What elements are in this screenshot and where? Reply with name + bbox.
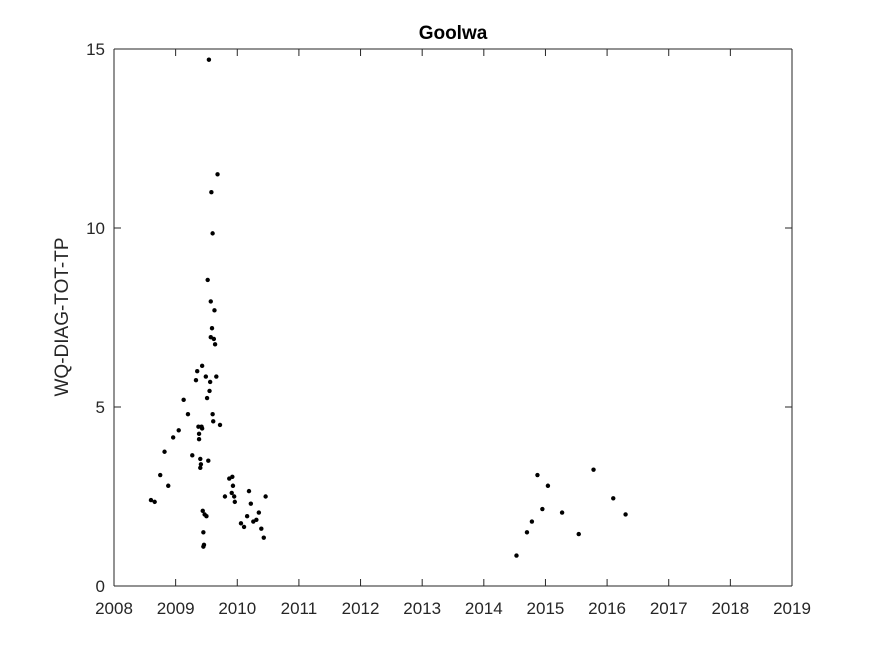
- data-point: [209, 326, 215, 331]
- data-point: [162, 449, 167, 454]
- data-point: [210, 231, 215, 236]
- data-point: [212, 308, 217, 313]
- x-tick-label: 2009: [157, 599, 195, 618]
- data-point: [199, 426, 205, 431]
- data-point: [254, 517, 259, 522]
- data-point: [545, 483, 551, 488]
- data-point: [205, 277, 210, 283]
- data-point: [591, 467, 596, 472]
- x-tick-label: 2014: [465, 599, 503, 618]
- data-point: [514, 553, 519, 558]
- data-point: [211, 336, 217, 342]
- y-tick-label: 5: [96, 398, 105, 417]
- x-tick-label: 2016: [588, 599, 626, 618]
- data-point: [196, 424, 201, 429]
- data-point: [198, 465, 203, 471]
- x-tick-label: 2011: [281, 599, 318, 618]
- data-point: [185, 411, 191, 417]
- data-point: [230, 474, 235, 480]
- data-point: [204, 513, 209, 519]
- data-point: [535, 472, 540, 478]
- x-tick-label: 2018: [711, 599, 749, 618]
- data-point: [170, 435, 176, 440]
- data-point: [196, 437, 202, 442]
- data-point: [259, 526, 264, 531]
- data-point: [201, 542, 207, 548]
- data-point: [207, 379, 213, 385]
- data-point: [196, 431, 202, 437]
- data-point: [207, 388, 212, 394]
- data-point: [611, 496, 616, 501]
- data-point: [158, 472, 163, 478]
- x-tick-label: 2015: [527, 599, 565, 618]
- ticks: 2008 2009 2010 2011 2012 2013 2014 2015 2016 2017…: [86, 40, 811, 618]
- data-point: [261, 535, 266, 540]
- data-point: [215, 172, 220, 177]
- data-point: [559, 510, 565, 515]
- data-point: [248, 501, 254, 506]
- data-point: [524, 530, 530, 535]
- data-point: [230, 483, 236, 488]
- data-point: [529, 519, 535, 524]
- data-point: [263, 494, 268, 499]
- chart-title: Goolwa: [419, 23, 488, 44]
- data-point: [181, 397, 186, 403]
- data-point: [198, 456, 203, 462]
- data-point: [241, 524, 247, 530]
- data-point: [200, 508, 205, 514]
- data-point: [148, 497, 154, 503]
- data-point: [152, 499, 157, 505]
- x-tick-label: 2013: [403, 599, 441, 618]
- data-point: [217, 422, 223, 428]
- y-axis-label: WQ-DIAG-TOT-TP: [52, 237, 73, 396]
- data-point: [238, 521, 244, 526]
- data-point: [256, 510, 262, 515]
- axes: [113, 48, 793, 587]
- data-point: [203, 374, 209, 379]
- data-point: [231, 494, 237, 499]
- data-point: [222, 494, 228, 499]
- y-tick-label: 10: [86, 219, 105, 238]
- data-point: [193, 377, 199, 383]
- data-point: [209, 190, 214, 195]
- data-point: [208, 299, 213, 304]
- x-tick-label: 2019: [773, 599, 811, 618]
- data-point: [210, 411, 215, 417]
- x-tick-label: 2008: [95, 599, 133, 618]
- x-tick-label: 2012: [342, 599, 380, 618]
- data-point: [176, 428, 181, 433]
- y-tick-label: 15: [86, 40, 105, 59]
- data-point: [540, 506, 545, 512]
- data-point: [206, 458, 211, 463]
- data-point: [199, 363, 205, 369]
- data-point: [198, 462, 204, 467]
- data-point: [211, 419, 216, 424]
- y-tick-label: 0: [96, 577, 105, 596]
- data-point: [244, 513, 250, 519]
- data-point: [246, 488, 252, 494]
- x-tick-label: 2017: [650, 599, 688, 618]
- data-point: [623, 512, 628, 517]
- data-point: [214, 374, 219, 379]
- x-tick-label: 2010: [218, 599, 256, 618]
- data-point: [232, 499, 238, 505]
- data-point: [576, 531, 581, 537]
- data-points: [148, 57, 628, 558]
- data-point: [229, 490, 234, 496]
- data-point: [206, 57, 212, 62]
- data-point: [204, 395, 210, 401]
- data-point: [201, 530, 206, 535]
- data-point: [166, 483, 171, 488]
- data-point: [212, 342, 218, 347]
- data-point: [190, 453, 195, 458]
- data-point: [195, 369, 200, 374]
- plot-area: [114, 49, 792, 586]
